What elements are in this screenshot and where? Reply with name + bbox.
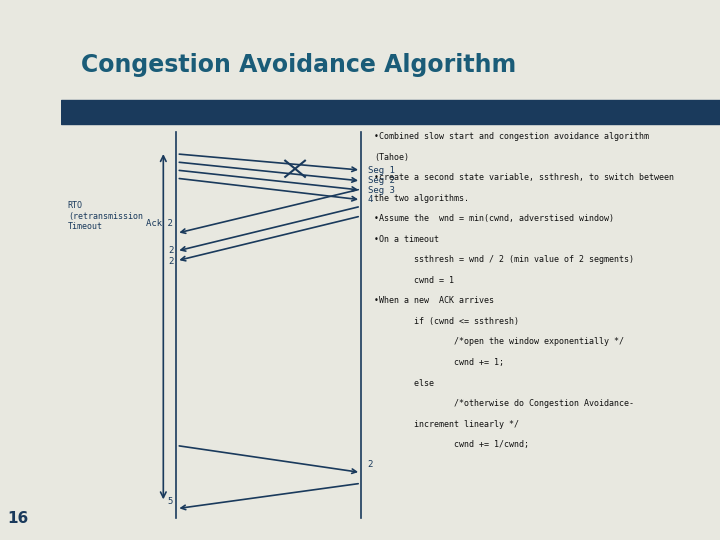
- Text: •On a timeout: •On a timeout: [374, 235, 439, 244]
- Text: •Assume the  wnd = min(cwnd, adverstised window): •Assume the wnd = min(cwnd, adverstised …: [374, 214, 614, 224]
- Text: •When a new  ACK arrives: •When a new ACK arrives: [374, 296, 494, 306]
- Text: Seg 2: Seg 2: [367, 177, 395, 185]
- Text: Seg 3: Seg 3: [367, 186, 395, 194]
- Text: (Tahoe): (Tahoe): [374, 153, 409, 162]
- Text: •Combined slow start and congestion avoidance algorithm: •Combined slow start and congestion avoi…: [374, 132, 649, 141]
- Text: 4: 4: [367, 195, 373, 204]
- Text: if (cwnd <= ssthresh): if (cwnd <= ssthresh): [374, 317, 519, 326]
- Text: 2
2: 2 2: [168, 246, 174, 266]
- Bar: [61, 100, 720, 124]
- Text: RTO
(retransmission
Timeout: RTO (retransmission Timeout: [68, 201, 143, 231]
- Text: Seg 1: Seg 1: [367, 166, 395, 174]
- Text: cwnd = 1: cwnd = 1: [374, 276, 454, 285]
- Text: increment linearly */: increment linearly */: [374, 420, 519, 429]
- Text: else: else: [374, 379, 434, 388]
- Text: 16: 16: [7, 511, 29, 526]
- Text: Ack 2: Ack 2: [146, 219, 174, 228]
- Text: •create a second state variable, ssthresh, to switch between: •create a second state variable, ssthres…: [374, 173, 674, 183]
- Text: ssthresh = wnd / 2 (min value of 2 segments): ssthresh = wnd / 2 (min value of 2 segme…: [374, 255, 634, 265]
- Text: /*open the window exponentially */: /*open the window exponentially */: [374, 338, 624, 347]
- Text: 2: 2: [367, 460, 373, 469]
- Text: TCP Data segments -→: TCP Data segments -→: [213, 114, 338, 124]
- Text: cwnd += 1/cwnd;: cwnd += 1/cwnd;: [374, 440, 529, 449]
- Text: 5: 5: [168, 497, 174, 506]
- Text: the two algorithms.: the two algorithms.: [374, 194, 469, 203]
- Text: Congestion Avoidance Algorithm: Congestion Avoidance Algorithm: [81, 53, 516, 77]
- Text: cwnd += 1;: cwnd += 1;: [374, 358, 504, 367]
- Text: /*otherwise do Congestion Avoidance-: /*otherwise do Congestion Avoidance-: [374, 399, 634, 408]
